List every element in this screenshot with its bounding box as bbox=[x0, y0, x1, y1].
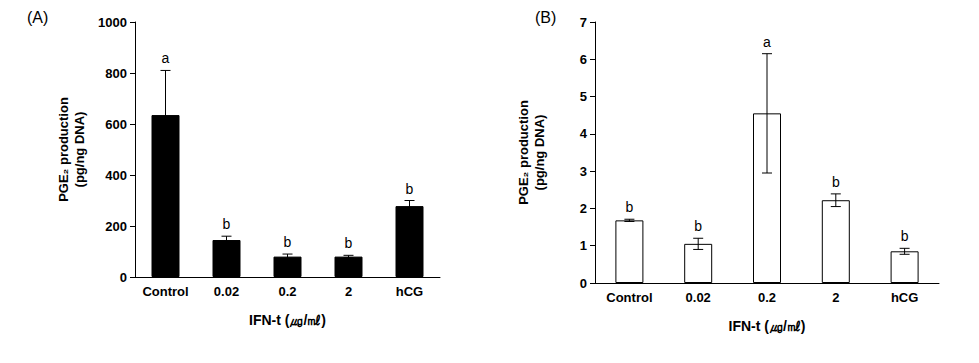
svg-text:800: 800 bbox=[105, 66, 127, 81]
svg-text:0: 0 bbox=[120, 270, 127, 285]
svg-text:PGE₂ production: PGE₂ production bbox=[516, 100, 531, 205]
svg-text:b: b bbox=[626, 199, 634, 215]
svg-text:(pg/ng DNA): (pg/ng DNA) bbox=[72, 112, 87, 188]
svg-text:(A): (A) bbox=[27, 9, 48, 26]
svg-text:200: 200 bbox=[105, 219, 127, 234]
svg-text:4: 4 bbox=[580, 126, 588, 141]
svg-text:PGE₂ production: PGE₂ production bbox=[56, 97, 71, 202]
svg-text:0.2: 0.2 bbox=[758, 290, 776, 305]
svg-text:hCG: hCG bbox=[396, 284, 423, 299]
svg-text:1000: 1000 bbox=[98, 15, 127, 30]
svg-text:hCG: hCG bbox=[891, 290, 918, 305]
svg-text:400: 400 bbox=[105, 168, 127, 183]
svg-text:a: a bbox=[763, 34, 771, 50]
svg-text:0.02: 0.02 bbox=[686, 290, 711, 305]
svg-text:b: b bbox=[406, 181, 414, 197]
svg-text:1: 1 bbox=[580, 238, 587, 253]
svg-text:0.2: 0.2 bbox=[278, 284, 296, 299]
svg-text:3: 3 bbox=[580, 164, 587, 179]
svg-text:IFN-t (㎍/㎖): IFN-t (㎍/㎖) bbox=[729, 318, 806, 334]
svg-text:b: b bbox=[345, 235, 353, 251]
svg-text:b: b bbox=[284, 234, 292, 250]
svg-text:a: a bbox=[162, 50, 170, 66]
svg-text:2: 2 bbox=[345, 284, 352, 299]
svg-text:5: 5 bbox=[580, 89, 587, 104]
svg-text:2: 2 bbox=[580, 201, 587, 216]
svg-text:IFN-t (㎍/㎖): IFN-t (㎍/㎖) bbox=[249, 312, 326, 328]
svg-text:(pg/ng DNA): (pg/ng DNA) bbox=[532, 115, 547, 191]
svg-text:(B): (B) bbox=[535, 9, 556, 26]
svg-text:Control: Control bbox=[142, 284, 188, 299]
svg-text:0: 0 bbox=[580, 276, 587, 291]
svg-text:b: b bbox=[694, 218, 702, 234]
svg-text:b: b bbox=[223, 216, 231, 232]
svg-text:Control: Control bbox=[606, 290, 652, 305]
svg-text:2: 2 bbox=[832, 290, 839, 305]
svg-text:b: b bbox=[832, 174, 840, 190]
svg-text:6: 6 bbox=[580, 52, 587, 67]
svg-text:600: 600 bbox=[105, 117, 127, 132]
svg-text:b: b bbox=[901, 228, 909, 244]
svg-text:0.02: 0.02 bbox=[214, 284, 239, 299]
svg-text:7: 7 bbox=[580, 15, 587, 30]
